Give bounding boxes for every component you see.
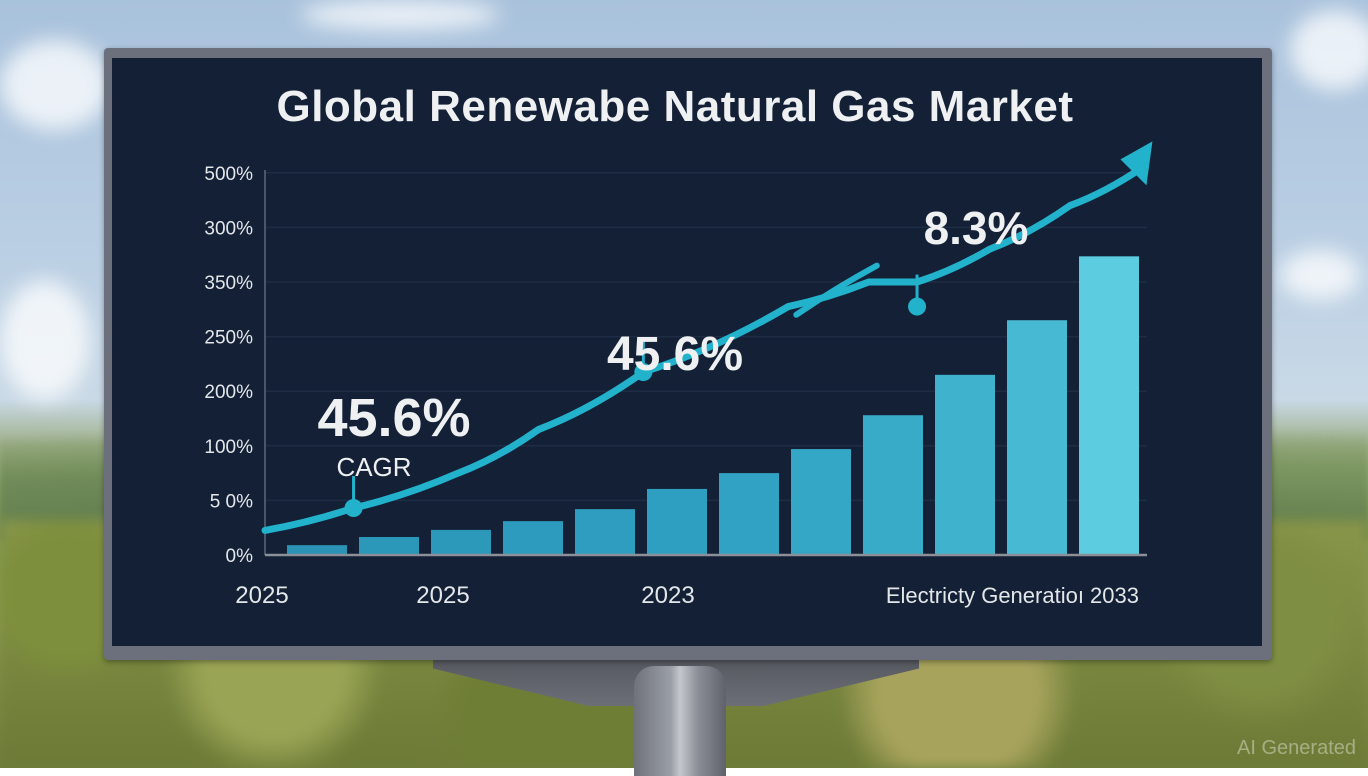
bar <box>287 545 347 555</box>
bar <box>647 488 707 555</box>
trend-marker <box>344 499 363 518</box>
trend-marker <box>908 297 927 316</box>
bar <box>575 509 635 555</box>
annotations: 45.6% CAGR 45.6% 8.3% <box>317 202 1028 482</box>
cloud <box>0 280 90 400</box>
cloud <box>1280 250 1360 300</box>
y-tick-label: 200% <box>204 382 253 403</box>
bar <box>719 473 779 555</box>
bar <box>935 374 995 555</box>
cloud <box>300 0 500 30</box>
trend-marker <box>634 363 653 382</box>
trend-line <box>261 163 1146 534</box>
chart: 0% 5 0% 100% 200% 250% 350% 300% 500% 45.6% CAGR… <box>204 141 1153 609</box>
annotation-sub: CAGR <box>336 452 411 482</box>
x-axis-labels: 2025 2025 2023 Electricty Generatioı 2033 <box>235 582 1139 609</box>
y-tick-label: 100% <box>204 437 253 458</box>
bars <box>287 256 1139 555</box>
watermark: AI Generated <box>1237 737 1356 759</box>
x-tick-label: 2025 <box>416 582 469 609</box>
y-tick-label: 0% <box>226 546 254 567</box>
bar <box>1007 320 1067 555</box>
y-axis-labels: 0% 5 0% 100% 200% 250% 350% 300% 500% <box>204 164 253 567</box>
y-tick-label: 350% <box>204 273 253 294</box>
bar <box>431 529 491 555</box>
y-tick-label: 300% <box>204 218 253 239</box>
x-tick-label: 2023 <box>641 582 694 609</box>
cloud <box>0 40 110 130</box>
trend-line-group <box>261 141 1153 534</box>
trend-branch <box>793 262 880 318</box>
trend-arrowhead <box>1120 141 1153 186</box>
bar <box>791 449 851 555</box>
y-tick-label: 5 0% <box>210 491 253 512</box>
bar <box>863 415 923 555</box>
bar <box>503 521 563 555</box>
chart-title: Global Renewabe Natural Gas Market <box>276 82 1074 131</box>
y-tick-label: 500% <box>204 164 253 185</box>
annotation-value: 45.6% <box>317 388 470 448</box>
annotation-value: 8.3% <box>924 202 1029 254</box>
x-tick-label: 2025 <box>235 582 288 609</box>
annotation-value: 45.6% <box>607 328 743 381</box>
y-tick-label: 250% <box>204 328 253 349</box>
billboard-pole <box>634 666 726 776</box>
bar <box>359 536 419 555</box>
x-tick-label: Electricty Generatioı 2033 <box>886 583 1139 608</box>
bar <box>1079 256 1139 555</box>
cloud <box>1290 10 1368 90</box>
